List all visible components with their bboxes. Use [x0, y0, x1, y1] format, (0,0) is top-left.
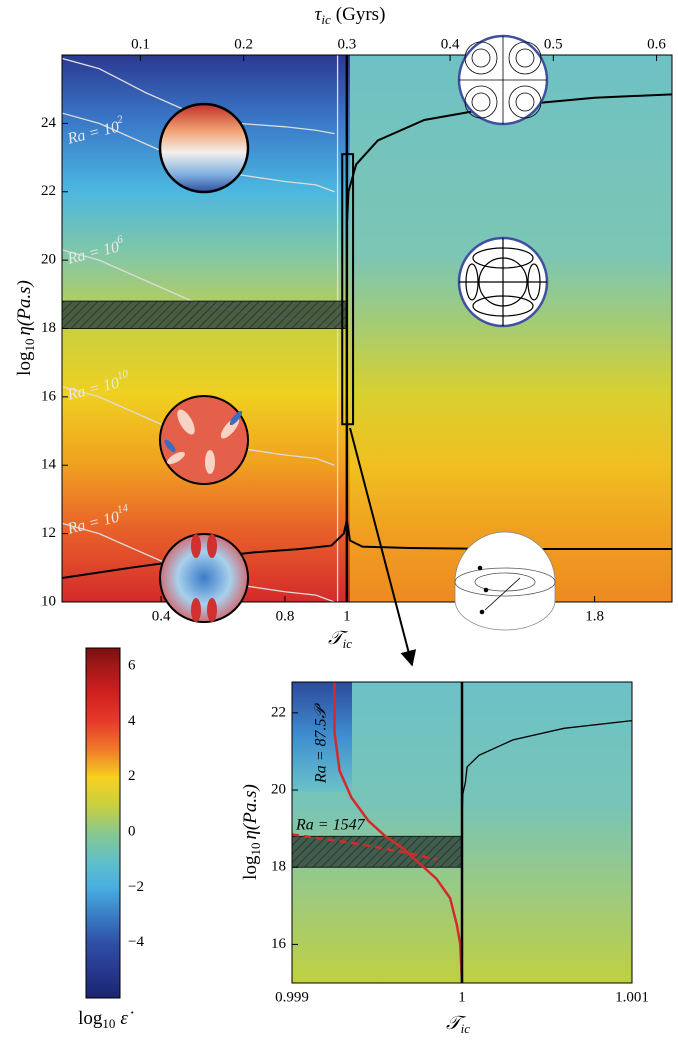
x-tick-label: 0.8	[276, 608, 295, 624]
curve	[345, 519, 672, 551]
label-exp: 2	[116, 113, 125, 126]
label-base: 10	[248, 843, 263, 856]
curve	[461, 719, 632, 818]
label-fn: log	[14, 351, 35, 376]
x2-axis-label: τic (Gyrs)	[315, 4, 386, 27]
colorbar-label: log10 ε̇	[78, 1008, 134, 1031]
label-symbol: τ	[315, 4, 323, 25]
zoom-box	[341, 153, 355, 426]
inset-annotation: Ra = 1547	[295, 817, 366, 834]
y-tick-label: 24	[41, 115, 57, 131]
x2-tick-label: 0.6	[647, 36, 666, 52]
label-exp: 14	[116, 501, 130, 515]
label-exp: 6	[116, 233, 125, 246]
colorbar-tick-label: −2	[128, 879, 144, 895]
label-exp: 10	[116, 367, 130, 381]
inset-y-axis-label: log10 η(Pa.s)	[240, 784, 263, 880]
x2-tick-label: 0.2	[234, 36, 253, 52]
inset-annotation: Ra = 87.5𝒫	[313, 702, 330, 784]
curve	[345, 93, 672, 226]
x-tick-label: 0.999	[275, 989, 309, 1005]
x2-tick-label: 0.5	[544, 36, 563, 52]
y-tick-label: 18	[41, 320, 56, 336]
label-symbol: ε̇	[120, 1008, 133, 1029]
curve	[62, 519, 348, 580]
colorbar-tick-label: 2	[128, 768, 136, 784]
label-sub: ic	[461, 1021, 471, 1036]
x-tick-label: 0.4	[152, 608, 171, 624]
heatmap-right	[350, 55, 672, 602]
x-tick-label: 1.001	[615, 989, 649, 1005]
plot-area	[292, 682, 632, 983]
hatch-band	[292, 835, 463, 868]
y-tick-label: 22	[41, 183, 56, 199]
label-fn: log	[240, 855, 261, 880]
y-tick-label: 16	[271, 936, 287, 952]
y-tick-label: 14	[41, 457, 57, 473]
label-rest: η(Pa.s)	[14, 280, 35, 335]
x2-tick-label: 0.3	[337, 36, 356, 52]
y-tick-label: 12	[41, 525, 56, 541]
label-base: 10	[102, 1016, 115, 1031]
colorbar-tick-label: 4	[128, 713, 136, 729]
x2-tick-label: 0.1	[131, 36, 150, 52]
y-tick-label: 20	[271, 781, 286, 797]
colorbar-tick-label: −4	[128, 934, 144, 950]
y-tick-label: 20	[41, 252, 56, 268]
x-tick-label: 1.8	[585, 608, 604, 624]
curve	[292, 833, 437, 861]
zoom-arrow	[349, 427, 417, 667]
label-rest: η(Pa.s)	[240, 784, 261, 839]
curve	[333, 682, 464, 983]
y-tick-label: 16	[41, 388, 57, 404]
colorbar-tick-label: 0	[128, 823, 136, 839]
label-sub: ic	[321, 12, 331, 27]
y-tick-label: 10	[41, 593, 56, 609]
hatch-band	[62, 300, 348, 329]
snapshots	[158, 34, 556, 631]
y-tick-label: 22	[271, 704, 286, 720]
y-axis-label: log10 η(Pa.s)	[14, 280, 37, 376]
inset-x-axis-label: 𝒯ic	[446, 1013, 470, 1036]
x-tick-label: 1	[343, 608, 351, 624]
label-sub: ic	[343, 636, 353, 651]
label-base: 10	[22, 339, 37, 352]
label-unit: (Gyrs)	[336, 4, 386, 25]
colorbar-tick-label: 6	[128, 657, 136, 673]
x-axis-label: 𝒯ic	[328, 628, 352, 651]
x2-tick-label: 0.4	[441, 36, 460, 52]
colorbar	[85, 647, 121, 999]
label-fn: log	[78, 1008, 103, 1029]
y-tick-label: 18	[271, 859, 286, 875]
x-tick-label: 1	[458, 989, 466, 1005]
